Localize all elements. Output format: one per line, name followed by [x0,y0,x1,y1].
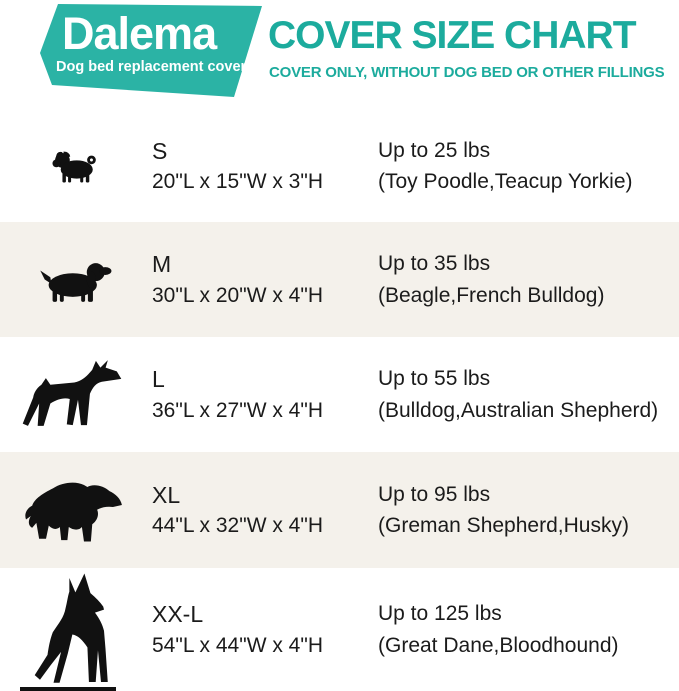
example-breeds: (Great Dane,Bloodhound) [378,633,619,657]
weight-limit: Up to 55 lbs [378,367,491,391]
size-name: L [152,366,165,393]
weight-limit: Up to 125 lbs [378,602,502,626]
brand-logo: Dalema Dog bed replacement cover [40,2,264,98]
great-dane-icon [34,573,108,683]
size-dimensions: 30"L x 20"W x 4"H [152,283,323,307]
page-subtitle: COVER ONLY, WITHOUT DOG BED OR OTHER FIL… [269,64,665,81]
example-breeds: (Toy Poodle,Teacup Yorkie) [378,170,633,193]
ground-line [20,687,116,691]
size-row-l: L 36"L x 27"W x 4"H Up to 55 lbs (Bulldo… [0,337,679,452]
size-name: XX-L [152,601,204,628]
size-name: M [152,251,172,278]
brand-tagline: Dog bed replacement cover [56,59,247,75]
size-row-xxl: XX-L 54"L x 44"W x 4"H Up to 125 lbs (Gr… [0,568,679,691]
size-dimensions: 54"L x 44"W x 4"H [152,633,323,657]
size-dimensions: 36"L x 27"W x 4"H [152,398,323,422]
example-breeds: (Beagle,French Bulldog) [378,283,605,307]
size-row-s: S 20"L x 15"W x 3"H Up to 25 lbs (Toy Po… [0,110,679,222]
size-row-xl: XL 44"L x 32"W x 4"H Up to 95 lbs (Grema… [0,452,679,568]
pug-icon [52,151,96,183]
header: Dalema Dog bed replacement cover COVER S… [0,0,679,110]
mountain-dog-icon [25,482,122,542]
weight-limit: Up to 25 lbs [378,138,491,162]
cocker-spaniel-icon [40,262,112,302]
size-dimensions: 20"L x 15"W x 3"H [152,170,323,194]
doberman-icon [22,360,122,426]
page-title: COVER SIZE CHART [268,14,637,57]
size-name: S [152,137,168,164]
example-breeds: (Bulldog,Australian Shepherd) [378,398,659,422]
example-breeds: (Greman Shepherd,Husky) [378,514,629,537]
title-block: COVER SIZE CHART COVER ONLY, WITHOUT DOG… [268,16,678,81]
banner-shape-icon [40,4,262,97]
size-row-m: M 30"L x 20"W x 4"H Up to 35 lbs (Beagle… [0,222,679,337]
weight-limit: Up to 95 lbs [378,482,491,506]
weight-limit: Up to 35 lbs [378,252,491,276]
size-dimensions: 44"L x 32"W x 4"H [152,514,323,538]
brand-name: Dalema [62,8,217,59]
size-name: XL [152,481,181,508]
brand-logo-text: Dalema Dog bed replacement cover [40,2,264,98]
